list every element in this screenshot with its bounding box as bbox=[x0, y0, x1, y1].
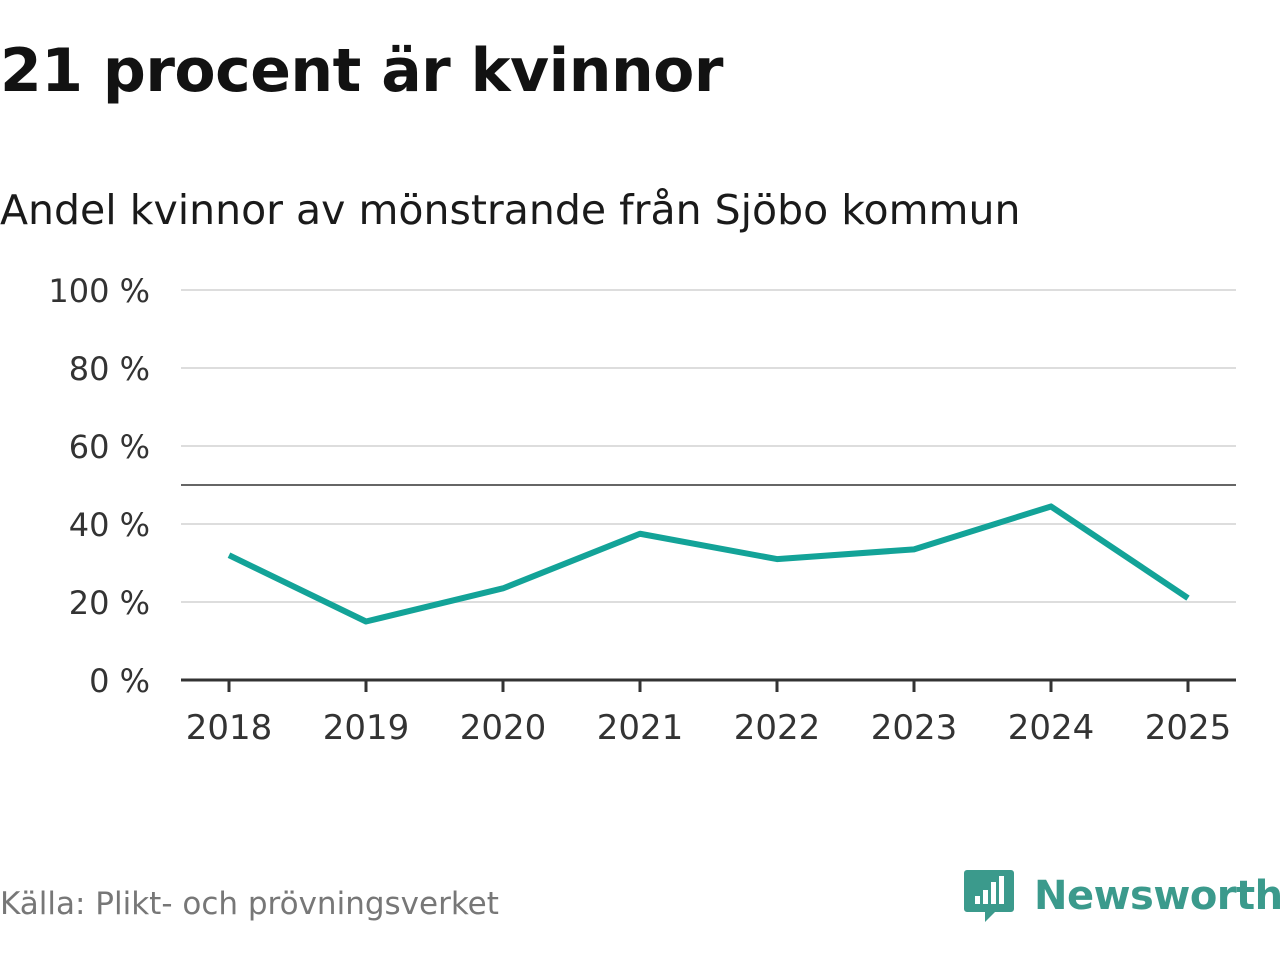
x-tick-label: 2020 bbox=[460, 708, 547, 748]
x-tick-label: 2021 bbox=[597, 708, 684, 748]
series-group bbox=[227, 503, 1190, 625]
series-line bbox=[227, 503, 1190, 625]
brand-name: Newsworthy bbox=[1034, 873, 1280, 919]
x-tick-label: 2022 bbox=[734, 708, 821, 748]
chart-subtitle: Andel kvinnor av mönstrande från Sjöbo k… bbox=[0, 186, 1021, 234]
bar-chart-speech-bubble-icon bbox=[964, 870, 1014, 922]
chart-title: 21 procent är kvinnor bbox=[0, 36, 723, 106]
brand-logo: Newsworthy bbox=[964, 864, 1280, 928]
y-tick-label: 60 % bbox=[69, 428, 150, 466]
x-axis bbox=[181, 678, 1236, 692]
y-tick-label: 80 % bbox=[69, 350, 150, 388]
y-tick-label: 20 % bbox=[69, 584, 150, 622]
y-tick-label: 100 % bbox=[48, 272, 150, 310]
x-tick-label: 2018 bbox=[186, 708, 273, 748]
x-tick-label: 2019 bbox=[323, 708, 410, 748]
line-chart: 0 % 20 % 40 % 60 % 80 % 100 % 2018 2019 2020 202… bbox=[48, 272, 1236, 748]
y-tick-label: 40 % bbox=[69, 506, 150, 544]
x-tick-label: 2024 bbox=[1008, 708, 1095, 748]
source-note: Källa: Plikt- och prövningsverket bbox=[0, 886, 499, 922]
x-tick-label: 2023 bbox=[871, 708, 958, 748]
x-axis-labels: 2018 2019 2020 2021 2022 2023 2024 2025 bbox=[186, 708, 1232, 748]
x-tick-label: 2025 bbox=[1145, 708, 1232, 748]
gridlines bbox=[181, 289, 1236, 603]
y-tick-label: 0 % bbox=[89, 662, 150, 700]
y-axis-labels: 0 % 20 % 40 % 60 % 80 % 100 % bbox=[48, 272, 150, 700]
